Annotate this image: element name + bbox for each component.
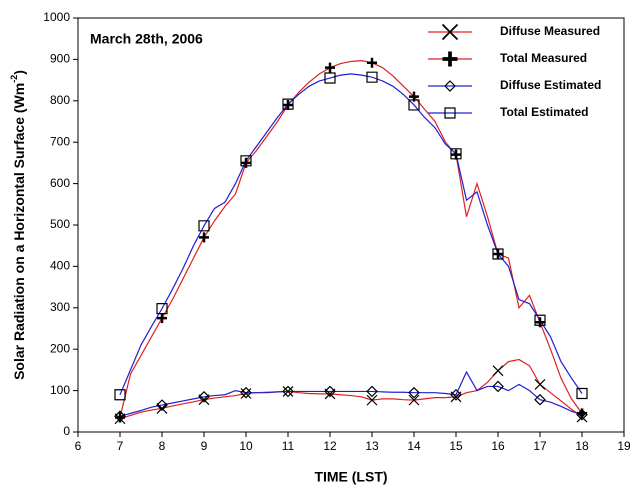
marker (366, 71, 378, 83)
marker (282, 98, 294, 110)
y-label-sup: -2 (9, 75, 19, 83)
series-line (119, 370, 583, 417)
y-tick-label: 500 (50, 217, 70, 231)
legend-label: Diffuse Measured (500, 24, 600, 38)
legend-marker (444, 80, 456, 92)
marker (492, 365, 504, 377)
marker (156, 303, 168, 315)
marker (367, 57, 377, 68)
marker (493, 248, 503, 259)
x-tick-label: 19 (617, 439, 630, 453)
x-tick-label: 15 (449, 439, 463, 453)
series-line (119, 60, 583, 418)
x-tick-label: 9 (201, 439, 208, 453)
legend-label: Diffuse Estimated (500, 78, 601, 92)
marker (366, 394, 378, 406)
y-tick-label: 400 (50, 259, 70, 273)
legend-marker (441, 23, 459, 41)
y-tick-label: 900 (50, 52, 70, 66)
legend-marker (442, 51, 458, 67)
marker (408, 99, 420, 111)
x-tick-label: 14 (407, 439, 421, 453)
marker (408, 386, 420, 399)
marker (534, 314, 546, 326)
marker (157, 313, 167, 324)
marker (240, 155, 252, 167)
x-tick-label: 13 (365, 439, 379, 453)
legend-label: Total Measured (500, 51, 587, 65)
x-tick-label: 17 (533, 439, 547, 453)
marker (198, 394, 210, 406)
y-tick-label: 1000 (43, 10, 70, 24)
y-tick-label: 800 (50, 93, 70, 107)
series-line (119, 73, 583, 395)
series-line (119, 358, 583, 420)
marker (534, 378, 546, 390)
marker (282, 386, 294, 397)
marker (199, 232, 209, 243)
x-tick-label: 10 (239, 439, 253, 453)
marker (451, 149, 461, 160)
y-label-text: Solar Radiation on a Horizontal Surface … (11, 83, 27, 380)
marker (156, 402, 168, 414)
marker (492, 248, 504, 260)
x-tick-label: 16 (491, 439, 505, 453)
y-axis-label: Solar Radiation on a Horizontal Surface … (9, 70, 26, 380)
x-tick-label: 6 (75, 439, 82, 453)
marker (450, 148, 462, 160)
y-tick-label: 600 (50, 176, 70, 190)
y-tick-label: 100 (50, 383, 70, 397)
legend-marker (444, 107, 456, 119)
marker (114, 410, 126, 423)
y-tick-label: 700 (50, 134, 70, 148)
marker (324, 385, 336, 398)
y-tick-label: 300 (50, 300, 70, 314)
x-tick-label: 7 (117, 439, 124, 453)
marker (408, 394, 420, 406)
x-tick-label: 8 (159, 439, 166, 453)
marker (114, 389, 126, 401)
marker (240, 386, 252, 399)
marker (450, 388, 462, 401)
y-tick-label: 0 (63, 424, 70, 438)
x-axis-label: TIME (LST) (314, 469, 387, 485)
y-tick-label: 200 (50, 341, 70, 355)
annotation: March 28th, 2006 (90, 31, 203, 47)
marker (324, 72, 336, 84)
marker (282, 385, 294, 398)
marker (283, 99, 293, 110)
marker (325, 62, 335, 73)
marker (492, 380, 504, 393)
y-label-end: ) (11, 70, 27, 75)
marker (576, 387, 588, 400)
marker (198, 390, 210, 403)
x-tick-label: 18 (575, 439, 589, 453)
legend-label: Total Estimated (500, 105, 588, 119)
x-tick-label: 12 (323, 439, 337, 453)
marker (366, 385, 378, 398)
x-tick-label: 11 (282, 439, 295, 453)
marker (156, 399, 168, 411)
marker (576, 408, 588, 421)
marker (534, 393, 546, 406)
marker (198, 220, 210, 232)
